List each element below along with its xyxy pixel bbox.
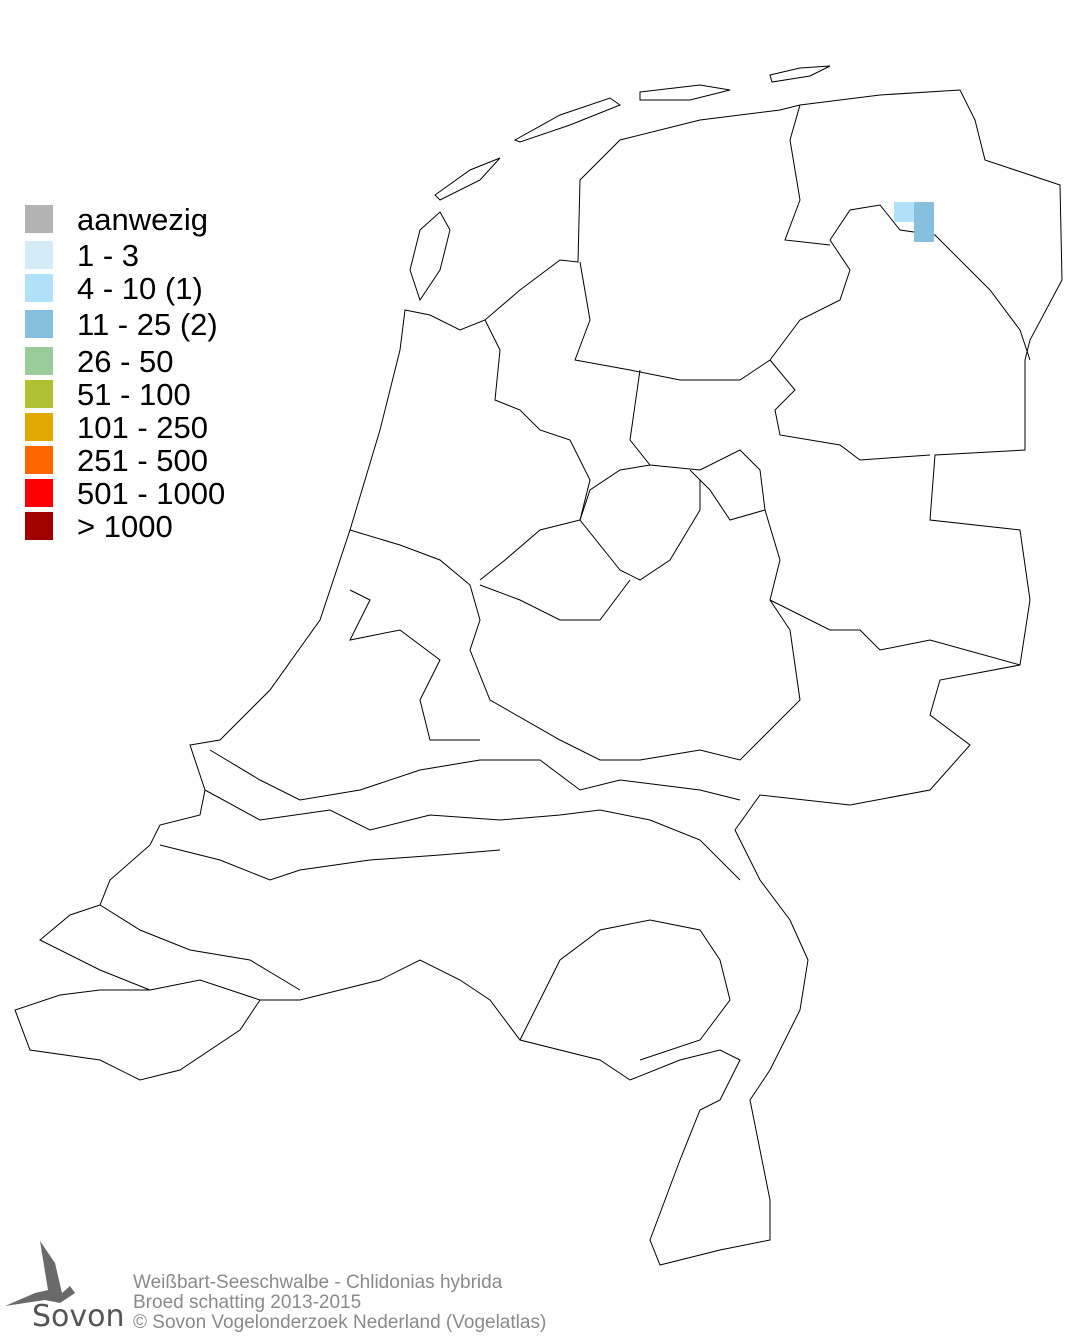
species-title: Weißbart-Seeschwalbe - Chlidonias hybrid… (133, 1272, 503, 1293)
legend-item: 4 - 10 (1) (25, 273, 203, 304)
sovon-logo: Sovon (5, 1241, 125, 1333)
island-terschelling (513, 97, 622, 143)
legend-swatch (25, 446, 53, 474)
island-ameland (639, 84, 731, 101)
legend-label: 51 - 100 (77, 376, 191, 412)
grid-cell-4-10 (894, 202, 914, 222)
grid-cell-11-25 (914, 202, 934, 242)
province-border (784, 104, 831, 246)
legend-label: 501 - 1000 (77, 475, 226, 511)
country-outline (14, 89, 1063, 1266)
province-border (639, 509, 801, 761)
copyright: © Sovon Vogelonderzoek Nederland (Vogela… (133, 1312, 547, 1333)
province-border (349, 529, 640, 761)
legend-label: 11 - 25 (2) (77, 306, 218, 342)
legend-swatch (25, 413, 53, 441)
province-border (99, 904, 301, 991)
river (204, 789, 741, 881)
caption-subtitle: Broed schatting 2013-2015 (133, 1292, 362, 1313)
legend-swatch (25, 512, 53, 540)
island-vlieland (434, 157, 501, 201)
legend-label: 101 - 250 (77, 409, 208, 445)
province-border (349, 589, 480, 741)
legend-item: 51 - 100 (25, 379, 191, 410)
legend-item: 251 - 500 (25, 445, 208, 476)
island-texel (409, 211, 451, 302)
legend-label: 4 - 10 (1) (77, 270, 203, 306)
legend-swatch (25, 241, 53, 269)
river (159, 844, 501, 881)
legend-swatch (25, 205, 53, 233)
province-border (769, 599, 1021, 666)
legend-item: 501 - 1000 (25, 478, 225, 509)
legend-item: 1 - 3 (25, 240, 139, 271)
legend-swatch (25, 479, 53, 507)
province-border (519, 919, 731, 1061)
legend-item: 26 - 50 (25, 346, 174, 377)
island-schiermonnikoog (769, 65, 831, 83)
legend-label: 1 - 3 (77, 237, 140, 273)
legend-label: > 1000 (77, 508, 173, 544)
province-border (479, 579, 631, 621)
legend-swatch (25, 347, 53, 375)
river (209, 749, 741, 801)
legend-swatch (25, 274, 53, 302)
province-border (579, 464, 701, 581)
legend-label: aanwezig (77, 201, 208, 237)
province-border (629, 369, 766, 521)
legend-label: 26 - 50 (77, 343, 174, 379)
legend-item: 101 - 250 (25, 412, 208, 443)
legend-item: > 1000 (25, 511, 173, 542)
swallow-icon (5, 1241, 75, 1306)
legend-swatch (25, 310, 53, 338)
province-border (149, 979, 261, 1001)
province-border (479, 319, 591, 581)
legend-swatch (25, 380, 53, 408)
legend-item: 11 - 25 (2) (25, 309, 218, 340)
legend-label: 251 - 500 (77, 442, 208, 478)
province-border (574, 204, 1031, 381)
svg-text:Sovon: Sovon (32, 1299, 125, 1333)
legend-item: aanwezig (25, 204, 208, 235)
map-caption: Weißbart-Seeschwalbe - Chlidonias hybrid… (133, 1273, 546, 1333)
province-border (769, 359, 931, 461)
